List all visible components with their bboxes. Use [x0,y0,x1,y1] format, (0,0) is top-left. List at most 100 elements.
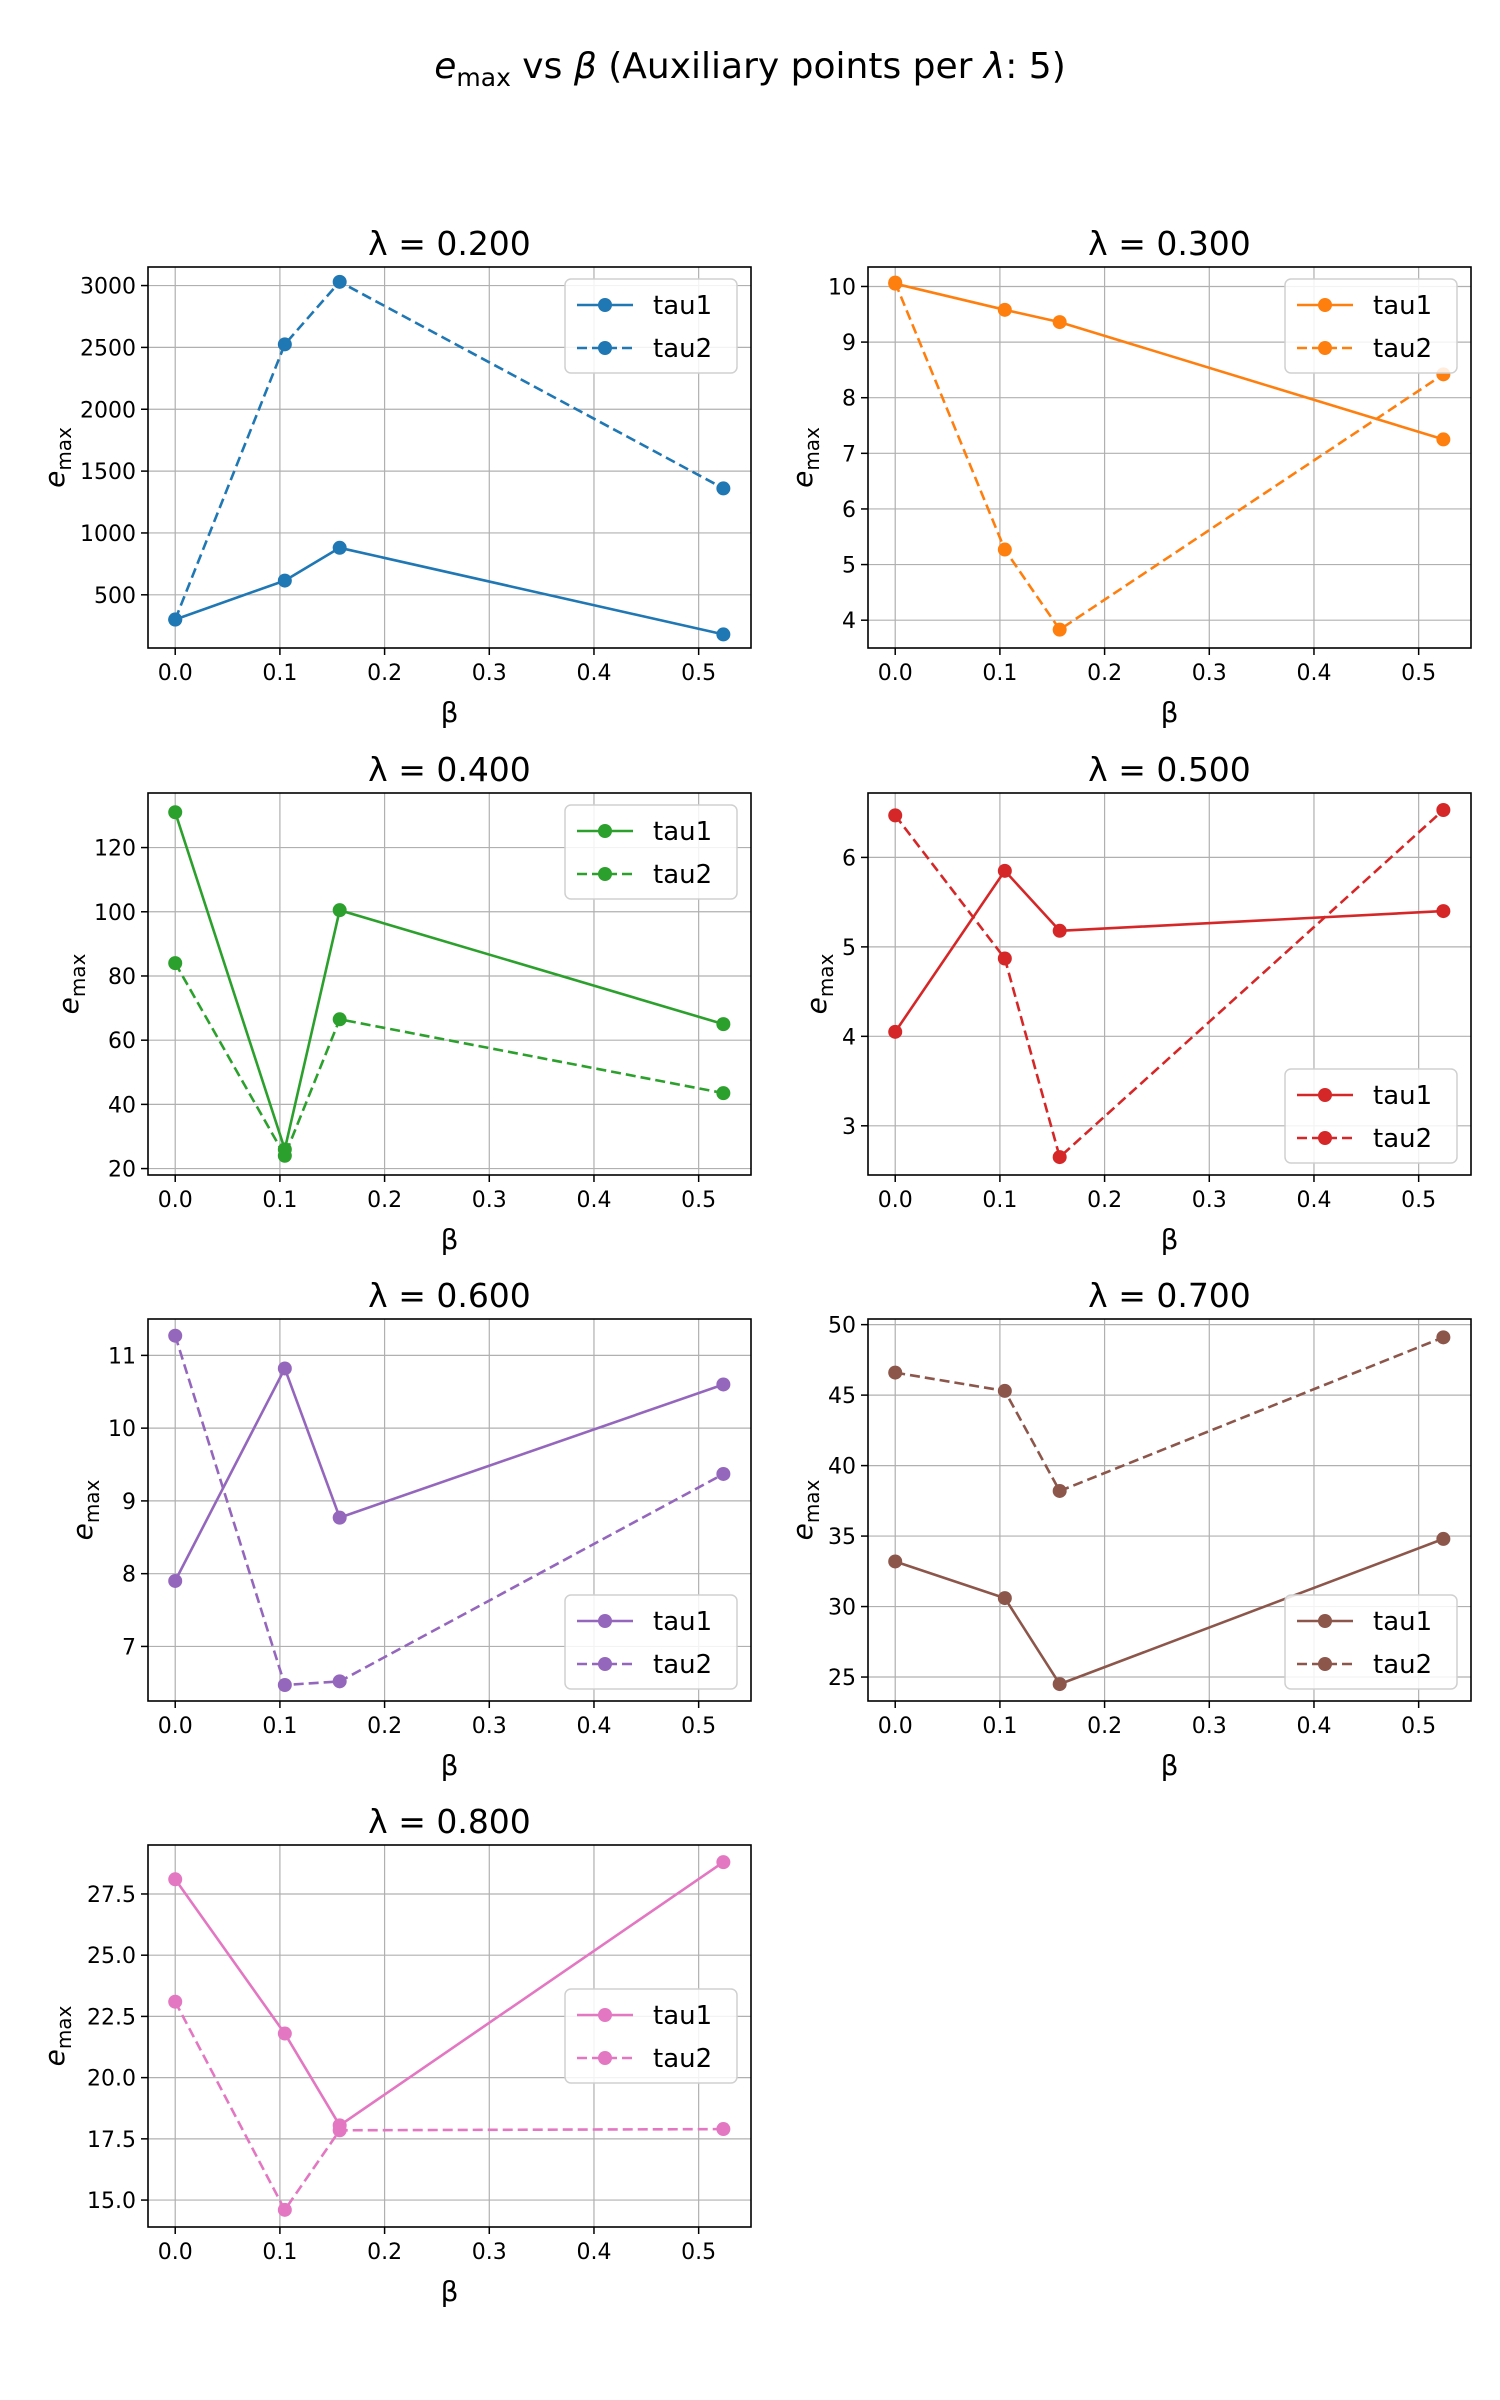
legend: tau1 tau2 [1284,278,1458,374]
data-point-tau1 [997,863,1012,878]
y-tick-label: 2000 [80,398,136,423]
x-tick-label: 0.4 [576,2240,611,2265]
x-tick-label: 0.5 [1401,1714,1436,1739]
y-axis-label: emax [52,953,90,1014]
x-axis-label: β [1161,1749,1179,1782]
y-axis-label-e: e [800,997,833,1014]
subplot-1: 0.0 0.1 0.2 0.3 0.4 0.5 500 1000 1500 2000 2500 300… [38,224,752,729]
legend: tau1 tau2 [564,278,738,374]
x-tick-label: 0.0 [878,661,913,686]
legend-marker-tau2 [598,1657,612,1671]
series-line-tau1 [174,546,724,636]
figure-title-mid: vs [511,46,574,87]
y-tick-label: 100 [94,901,136,926]
y-axis-label: emax [38,2005,76,2066]
axes-frame [147,792,752,1176]
legend-marker-tau1 [598,824,612,838]
series-line-tau1 [894,282,1444,441]
data-point-tau1 [168,1573,183,1588]
legend-marker-tau2 [598,2051,612,2065]
subplot-5: 0.0 0.1 0.2 0.3 0.4 0.5 7 8 9 10 11 λ = 0.600 β emax t… [66,1276,752,1782]
data-point-tau2 [277,337,292,352]
data-point-tau1 [888,1024,903,1039]
y-tick-label: 80 [108,965,136,990]
y-tick-label: 9 [842,331,856,356]
x-tick-label: 0.0 [878,1714,913,1739]
data-point-tau2 [1436,1330,1451,1345]
y-axis-label-e: e [52,997,85,1014]
legend: tau1 tau2 [564,1594,738,1690]
y-tick-label: 40 [108,1093,136,1118]
data-point-tau2 [716,1086,731,1101]
legend-label-tau1: tau1 [653,2001,712,2031]
x-tick-label: 0.4 [576,661,611,686]
x-tick-label: 0.2 [1087,1714,1122,1739]
data-point-tau1 [332,540,347,555]
data-point-tau2 [1052,1483,1067,1498]
y-axis-label-sub: max [52,427,76,471]
figure-title-end: : 5) [1005,46,1066,87]
x-axis-label: β [1161,1223,1179,1256]
y-tick-label: 20 [108,1158,136,1183]
data-point-tau1 [716,1855,731,1870]
data-point-tau1 [1052,1677,1067,1692]
x-tick-label: 0.1 [262,1714,297,1739]
x-tick-label: 0.2 [1087,661,1122,686]
y-tick-label: 20.0 [87,2067,136,2092]
x-tick-label: 0.5 [681,2240,716,2265]
x-tick-label: 0.0 [158,661,193,686]
y-tick-label: 7 [122,1635,136,1660]
y-tick-label: 9 [122,1490,136,1515]
y-axis-label-e: e [66,1523,99,1540]
x-tick-label: 0.3 [1192,1188,1227,1213]
series-line-tau2 [173,280,725,620]
y-axis-label-sub: max [66,953,90,997]
x-tick-label: 0.3 [472,2240,507,2265]
data-point-tau1 [716,1017,731,1032]
y-tick-label: 8 [122,1563,136,1588]
legend-label-tau1: tau1 [653,817,712,847]
y-tick-label: 5 [842,554,856,579]
data-point-tau2 [716,1466,731,1481]
y-axis-label: emax [786,427,824,488]
x-tick-label: 0.5 [1401,661,1436,686]
series-line-tau1 [173,811,724,1151]
x-tick-label: 0.4 [1296,661,1331,686]
data-point-tau2 [168,1328,183,1343]
data-point-tau1 [277,573,292,588]
legend-label-tau2: tau2 [653,2044,712,2074]
y-tick-label: 1500 [80,460,136,485]
x-tick-label: 0.4 [576,1188,611,1213]
legend-marker-tau2 [1318,1131,1332,1145]
y-axis-label-sub: max [80,1479,104,1523]
legend: tau1 tau2 [564,804,738,900]
x-axis-label: β [441,2275,459,2308]
x-tick-label: 0.2 [1087,1188,1122,1213]
series-line-tau1 [174,1861,725,2127]
x-tick-label: 0.1 [982,661,1017,686]
x-tick-label: 0.0 [878,1188,913,1213]
x-tick-label: 0.1 [262,1188,297,1213]
data-point-tau2 [332,2123,347,2138]
y-tick-label: 40 [828,1455,856,1480]
y-tick-label: 25.0 [87,1944,136,1969]
series-line-tau2 [174,962,724,1157]
subplot-3: 0.0 0.1 0.2 0.3 0.4 0.5 20 40 60 80 100 120 λ = 0.40… [52,750,752,1256]
y-axis-label-sub: max [52,2005,76,2049]
data-point-tau1 [332,903,347,918]
x-tick-label: 0.3 [472,1714,507,1739]
data-point-tau1 [997,302,1012,317]
legend-label-tau2: tau2 [653,334,712,364]
data-point-tau1 [277,1361,292,1376]
subplot-title: λ = 0.700 [1088,1276,1251,1315]
data-point-tau2 [997,951,1012,966]
y-tick-label: 17.5 [87,2128,136,2153]
subplot-4: 0.0 0.1 0.2 0.3 0.4 0.5 3 4 5 6 λ = 0.500 β emax tau1… [800,750,1472,1256]
legend-marker-tau2 [598,867,612,881]
legend-label-tau2: tau2 [1373,1124,1432,1154]
y-tick-label: 4 [842,609,856,634]
x-tick-label: 0.2 [367,1188,402,1213]
x-tick-label: 0.0 [158,2240,193,2265]
x-tick-label: 0.0 [158,1714,193,1739]
y-tick-label: 11 [108,1344,136,1369]
